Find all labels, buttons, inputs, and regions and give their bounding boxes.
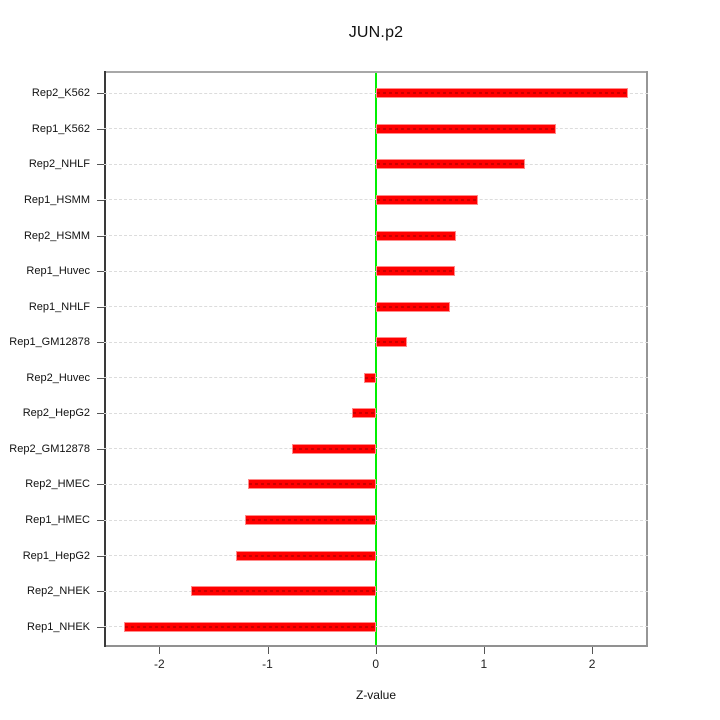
x-tick-label: -1 bbox=[262, 657, 273, 671]
zero-reference-line bbox=[374, 71, 377, 647]
plot-border-top bbox=[104, 71, 648, 73]
x-tick bbox=[483, 647, 485, 654]
y-axis-label-Rep2_GM12878: Rep2_GM12878 bbox=[9, 442, 90, 455]
bar-inner-dash bbox=[376, 198, 478, 201]
bar-inner-dash bbox=[376, 92, 627, 95]
y-tick bbox=[97, 591, 104, 593]
y-tick bbox=[97, 93, 104, 95]
y-axis-label-Rep2_NHLF: Rep2_NHLF bbox=[28, 158, 90, 171]
y-tick bbox=[97, 555, 104, 557]
bar-Rep1_K562 bbox=[375, 123, 557, 134]
y-tick bbox=[97, 626, 104, 628]
bar-Rep1_HepG2 bbox=[236, 550, 376, 561]
y-tick bbox=[97, 448, 104, 450]
bar-Rep1_NHLF bbox=[375, 301, 451, 312]
category-gridline bbox=[104, 412, 648, 414]
bar-inner-dash bbox=[249, 483, 375, 486]
y-axis-label-Rep1_HMEC: Rep1_HMEC bbox=[25, 514, 90, 527]
y-axis-label-Rep1_GM12878: Rep1_GM12878 bbox=[9, 336, 90, 349]
y-axis-label-Rep1_NHEK: Rep1_NHEK bbox=[27, 620, 90, 633]
plot-border-bottom bbox=[104, 645, 648, 647]
bar-Rep2_HSMM bbox=[375, 230, 456, 241]
plot-border-left bbox=[104, 71, 106, 647]
bar-Rep1_Huvec bbox=[375, 266, 455, 277]
chart-title: JUN.p2 bbox=[348, 24, 404, 41]
y-tick bbox=[97, 484, 104, 486]
bar-inner-dash bbox=[237, 554, 375, 557]
y-tick bbox=[97, 164, 104, 166]
bar-Rep1_HSMM bbox=[375, 194, 479, 205]
bar-inner-dash bbox=[124, 625, 375, 628]
y-axis-label-Rep1_HepG2: Rep1_HepG2 bbox=[22, 549, 90, 562]
x-tick bbox=[159, 647, 161, 654]
x-tick-label: 2 bbox=[588, 657, 596, 671]
y-tick bbox=[97, 413, 104, 415]
category-gridline bbox=[104, 448, 648, 450]
category-gridline bbox=[104, 519, 648, 521]
y-tick bbox=[97, 377, 104, 379]
bar-Rep2_K562 bbox=[375, 88, 628, 99]
bar-Rep1_HMEC bbox=[244, 515, 376, 526]
y-axis-label-Rep2_NHEK: Rep2_NHEK bbox=[27, 585, 90, 598]
bar-inner-dash bbox=[376, 163, 524, 166]
y-tick bbox=[97, 199, 104, 201]
category-gridline bbox=[104, 483, 648, 485]
bar-Rep1_NHEK bbox=[123, 621, 376, 632]
y-axis-label-Rep2_K562: Rep2_K562 bbox=[31, 87, 90, 100]
y-tick bbox=[97, 128, 104, 130]
x-tick-label: -2 bbox=[153, 657, 165, 671]
y-axis-label-Rep1_NHLF: Rep1_NHLF bbox=[28, 300, 90, 313]
y-axis-label-Rep2_HSMM: Rep2_HSMM bbox=[23, 229, 90, 242]
bar-Rep2_HepG2 bbox=[351, 408, 376, 419]
bar-inner-dash bbox=[376, 127, 556, 130]
category-gridline bbox=[104, 590, 648, 592]
y-tick bbox=[97, 271, 104, 273]
y-tick bbox=[97, 235, 104, 237]
x-axis-title: Z-value bbox=[355, 688, 396, 702]
y-tick bbox=[97, 520, 104, 522]
bar-inner-dash bbox=[352, 412, 375, 415]
x-tick bbox=[375, 647, 377, 654]
x-tick-label: 1 bbox=[480, 657, 488, 671]
category-gridline bbox=[104, 626, 648, 628]
bar-Rep2_GM12878 bbox=[292, 443, 376, 454]
y-tick bbox=[97, 306, 104, 308]
bar-inner-dash bbox=[376, 341, 407, 344]
y-axis-label-Rep1_HSMM: Rep1_HSMM bbox=[23, 193, 90, 206]
category-gridline bbox=[104, 555, 648, 557]
y-axis-label-Rep1_Huvec: Rep1_Huvec bbox=[26, 265, 90, 278]
plot-area bbox=[104, 71, 648, 647]
bar-inner-dash bbox=[191, 590, 375, 593]
y-axis-label-Rep2_HMEC: Rep2_HMEC bbox=[25, 478, 90, 491]
bar-inner-dash bbox=[376, 270, 454, 273]
bar-inner-dash bbox=[293, 447, 375, 450]
plot-border-right bbox=[646, 71, 648, 647]
bar-Rep2_NHLF bbox=[375, 159, 525, 170]
y-axis-label-Rep2_HepG2: Rep2_HepG2 bbox=[22, 407, 90, 420]
x-tick-label: 0 bbox=[372, 657, 380, 671]
bar-inner-dash bbox=[376, 305, 450, 308]
bar-inner-dash bbox=[364, 376, 375, 379]
y-tick bbox=[97, 342, 104, 344]
bar-inner-dash bbox=[245, 519, 375, 522]
bar-Rep2_Huvec bbox=[363, 372, 376, 383]
bar-Rep2_NHEK bbox=[190, 586, 376, 597]
x-tick bbox=[267, 647, 269, 654]
x-tick bbox=[592, 647, 594, 654]
category-gridline bbox=[104, 377, 648, 379]
bar-Rep2_HMEC bbox=[248, 479, 376, 490]
y-axis-label-Rep1_K562: Rep1_K562 bbox=[31, 122, 90, 135]
bar-inner-dash bbox=[376, 234, 455, 237]
y-axis-label-Rep2_Huvec: Rep2_Huvec bbox=[26, 371, 90, 384]
bar-Rep1_GM12878 bbox=[375, 337, 408, 348]
